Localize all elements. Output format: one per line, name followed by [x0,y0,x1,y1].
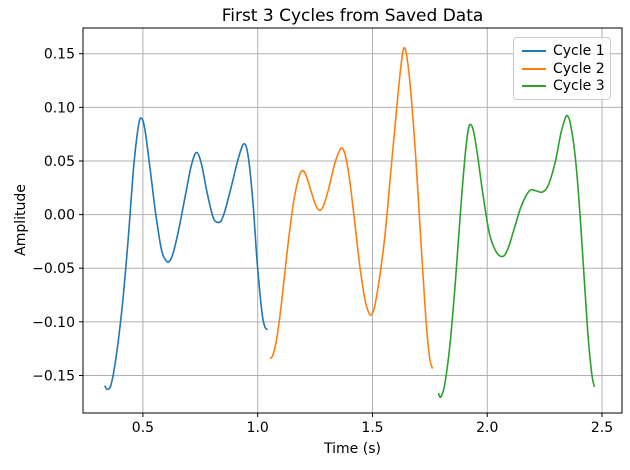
y-tick-label: −0.05 [32,261,75,277]
x-tick-label: 2.5 [591,420,613,436]
legend-label-cycle-1: Cycle 1 [553,42,605,59]
series-line-cycle-1 [104,117,268,391]
y-tick-label: 0.10 [44,100,75,116]
legend-line-cycle-3-icon [522,85,546,88]
legend-line-cycle-1-icon [522,49,546,52]
legend-entry-cycle-1: Cycle 1 [522,42,605,60]
series-line-cycle-2 [269,46,433,369]
series-line-cycle-3 [437,114,595,399]
chart-title: First 3 Cycles from Saved Data [221,6,484,26]
y-tick-label: 0.00 [44,208,75,224]
x-tick-label: 1.0 [247,420,269,436]
legend-entry-cycle-3: Cycle 3 [522,77,605,95]
y-axis-label: Amplitude [13,184,29,256]
x-tick-label: 0.5 [132,420,154,436]
legend: Cycle 1 Cycle 2 Cycle 3 [513,37,611,100]
x-tick-label: 1.5 [361,420,383,436]
y-tick-label: 0.05 [44,154,75,170]
legend-entry-cycle-2: Cycle 2 [522,60,605,78]
legend-label-cycle-3: Cycle 3 [553,78,605,95]
y-tick-label: −0.10 [32,315,75,331]
legend-label-cycle-2: Cycle 2 [553,60,605,77]
x-tick-label: 2.0 [476,420,498,436]
y-tick-label: 0.15 [44,47,75,63]
x-axis-label: Time (s) [324,441,381,457]
legend-line-cycle-2-icon [522,67,546,70]
y-tick-label: −0.15 [32,368,75,384]
axes-spines [82,27,623,414]
